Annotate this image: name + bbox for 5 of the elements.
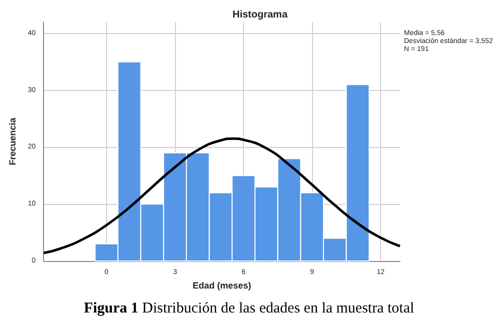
x-axis-title: Edad (meses)	[192, 280, 252, 290]
line-series	[42, 137, 402, 254]
y-axis-title: Frecuencia	[8, 116, 18, 166]
text: Figura 1 Distribución de las edades en la muestra total	[84, 300, 414, 316]
chart-title: Histograma	[232, 10, 288, 20]
